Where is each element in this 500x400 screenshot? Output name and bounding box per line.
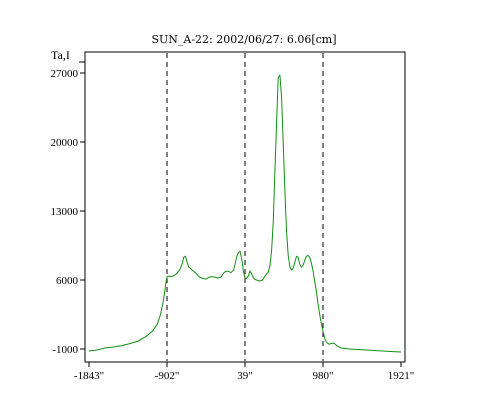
series-line-0 bbox=[88, 74, 402, 353]
vertical-markers bbox=[166, 53, 324, 361]
axis-ticks: -1843" -902" 39" 980" 1921" -1000 6000 13000 200… bbox=[51, 68, 415, 382]
y-tick-label-2: 13000 bbox=[51, 206, 79, 218]
x-tick-label-0: -1843" bbox=[74, 370, 104, 382]
x-tick-label-2: 39" bbox=[237, 370, 253, 382]
chart-title: SUN_A-22: 2002/06/27: 6.06[cm] bbox=[151, 33, 336, 46]
x-tick-label-1: -902" bbox=[155, 370, 180, 382]
y-tick-label-3: 20000 bbox=[51, 137, 79, 149]
x-tick-label-4: 1921" bbox=[388, 370, 415, 382]
y-axis-label: Ta,I bbox=[51, 48, 70, 62]
y-tick-label-0: -1000 bbox=[52, 344, 78, 356]
y-tick-label-1: 6000 bbox=[56, 275, 79, 287]
series-layer bbox=[88, 74, 402, 353]
x-tick-label-3: 980" bbox=[313, 370, 334, 382]
y-tick-label-4: 27000 bbox=[51, 68, 79, 80]
